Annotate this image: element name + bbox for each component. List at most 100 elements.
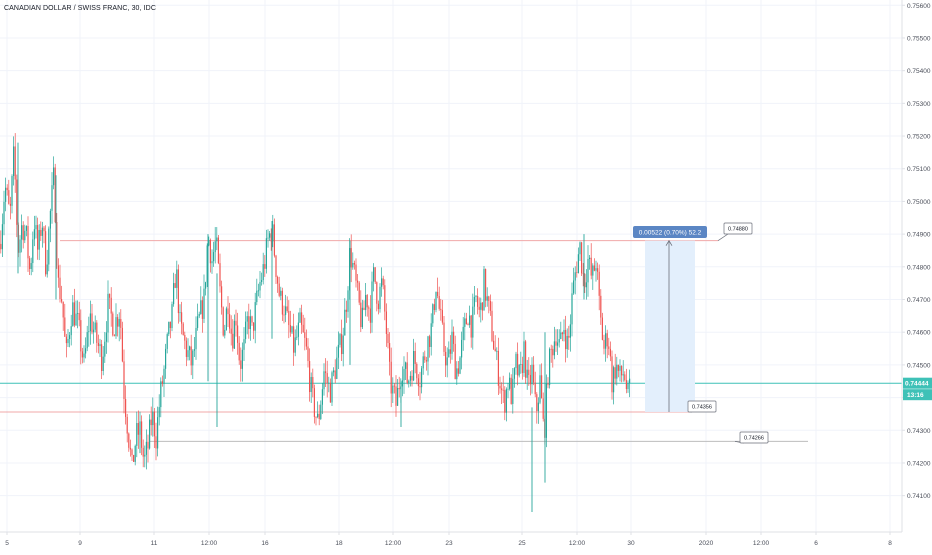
price-tick-label: 0.74800 <box>907 264 931 271</box>
candle-body <box>437 292 438 296</box>
candle-body <box>427 336 428 361</box>
candle-body <box>581 242 582 273</box>
price-tick-label: 0.75200 <box>907 134 931 141</box>
candle-body <box>67 339 68 343</box>
time-tick-label: 12:00 <box>385 540 402 547</box>
candle-body <box>504 390 505 413</box>
candle-body <box>151 420 152 426</box>
candle-body <box>27 226 28 258</box>
candle-body <box>570 324 571 337</box>
candle-body <box>602 318 603 340</box>
candle-body <box>251 316 252 322</box>
callout-label: 0.74266 <box>744 436 764 442</box>
candle-body <box>403 369 404 380</box>
candle-body <box>184 335 185 341</box>
candle-body <box>351 248 352 267</box>
price-tick-label: 0.74600 <box>907 330 931 337</box>
candle-body <box>355 265 356 281</box>
candle-body <box>483 269 484 311</box>
candle-body <box>74 302 75 325</box>
price-tick-label: 0.74300 <box>907 428 931 435</box>
candle-body <box>40 230 41 236</box>
candle-body <box>269 233 270 237</box>
candle-body <box>424 356 425 360</box>
callout-label: 0.74356 <box>692 405 712 411</box>
candle-body <box>512 379 513 404</box>
candle-body <box>247 316 248 321</box>
candle-body <box>335 370 336 378</box>
candle-body <box>226 308 227 329</box>
candle-body <box>531 365 532 385</box>
candle-body <box>117 317 118 327</box>
candle-body <box>106 332 107 341</box>
candle-body <box>346 310 347 312</box>
candle-body <box>327 373 328 383</box>
candle-body <box>480 303 481 310</box>
candle-body <box>421 368 422 387</box>
candle-body <box>368 307 369 308</box>
candle-body <box>499 386 500 389</box>
candle-body <box>125 399 126 417</box>
candle-body <box>258 290 259 291</box>
chart-title: CANADIAN DOLLAR / SWISS FRANC, 30, IDC <box>4 5 156 12</box>
candle-body <box>375 267 376 282</box>
candle-body <box>519 365 520 376</box>
candle-body <box>482 303 483 311</box>
candle-body <box>536 394 537 411</box>
candle-body <box>311 377 312 392</box>
candle-body <box>387 334 388 343</box>
last-price-label: 0.74444 <box>905 381 929 388</box>
candle-body <box>152 411 153 425</box>
candle-body <box>523 341 524 373</box>
candle-body <box>101 344 102 371</box>
candle-body <box>48 229 49 265</box>
candle-body <box>543 398 544 418</box>
candle-body <box>386 312 387 334</box>
candle-body <box>232 334 233 349</box>
candle-body <box>8 190 9 204</box>
candle-body <box>237 325 238 342</box>
candle-body <box>319 414 320 419</box>
candle-body <box>338 345 339 358</box>
candle-body <box>88 331 89 332</box>
candle-body <box>367 295 368 307</box>
price-tick-label: 0.75500 <box>907 35 931 42</box>
candle-body <box>264 264 265 269</box>
price-axis[interactable]: 0.756000.755000.754000.753000.752000.751… <box>902 0 931 532</box>
candle-body <box>594 266 595 271</box>
candle-body <box>615 367 616 378</box>
candle-body <box>341 334 342 354</box>
candle-body <box>397 388 398 406</box>
candle-body <box>600 296 601 318</box>
candle-body <box>34 229 35 239</box>
candle-body <box>463 327 464 340</box>
measure-tool[interactable]: 0.00522 (0.70%) 52.2 <box>633 226 707 412</box>
candle-body <box>210 240 211 263</box>
candle-body <box>307 347 308 362</box>
price-tick-label: 0.75400 <box>907 68 931 75</box>
candle-body <box>576 272 577 273</box>
candle-body <box>282 291 283 315</box>
candle-body <box>75 314 76 326</box>
candle-body <box>157 417 158 448</box>
candle-body <box>53 168 54 186</box>
price-tick-label: 0.74900 <box>907 232 931 239</box>
candle-body <box>37 225 38 250</box>
candle-body <box>7 188 8 190</box>
candle-body <box>259 282 260 290</box>
candle-body <box>354 263 355 265</box>
candle-body <box>546 383 547 438</box>
candle-body <box>122 328 123 361</box>
candle-body <box>255 302 256 331</box>
candle-body <box>514 368 515 379</box>
candle-body <box>458 368 459 373</box>
time-tick-label: 23 <box>445 540 453 547</box>
candle-body <box>477 296 478 307</box>
measure-range-box <box>645 241 695 412</box>
time-tick-label: 12:00 <box>201 540 218 547</box>
